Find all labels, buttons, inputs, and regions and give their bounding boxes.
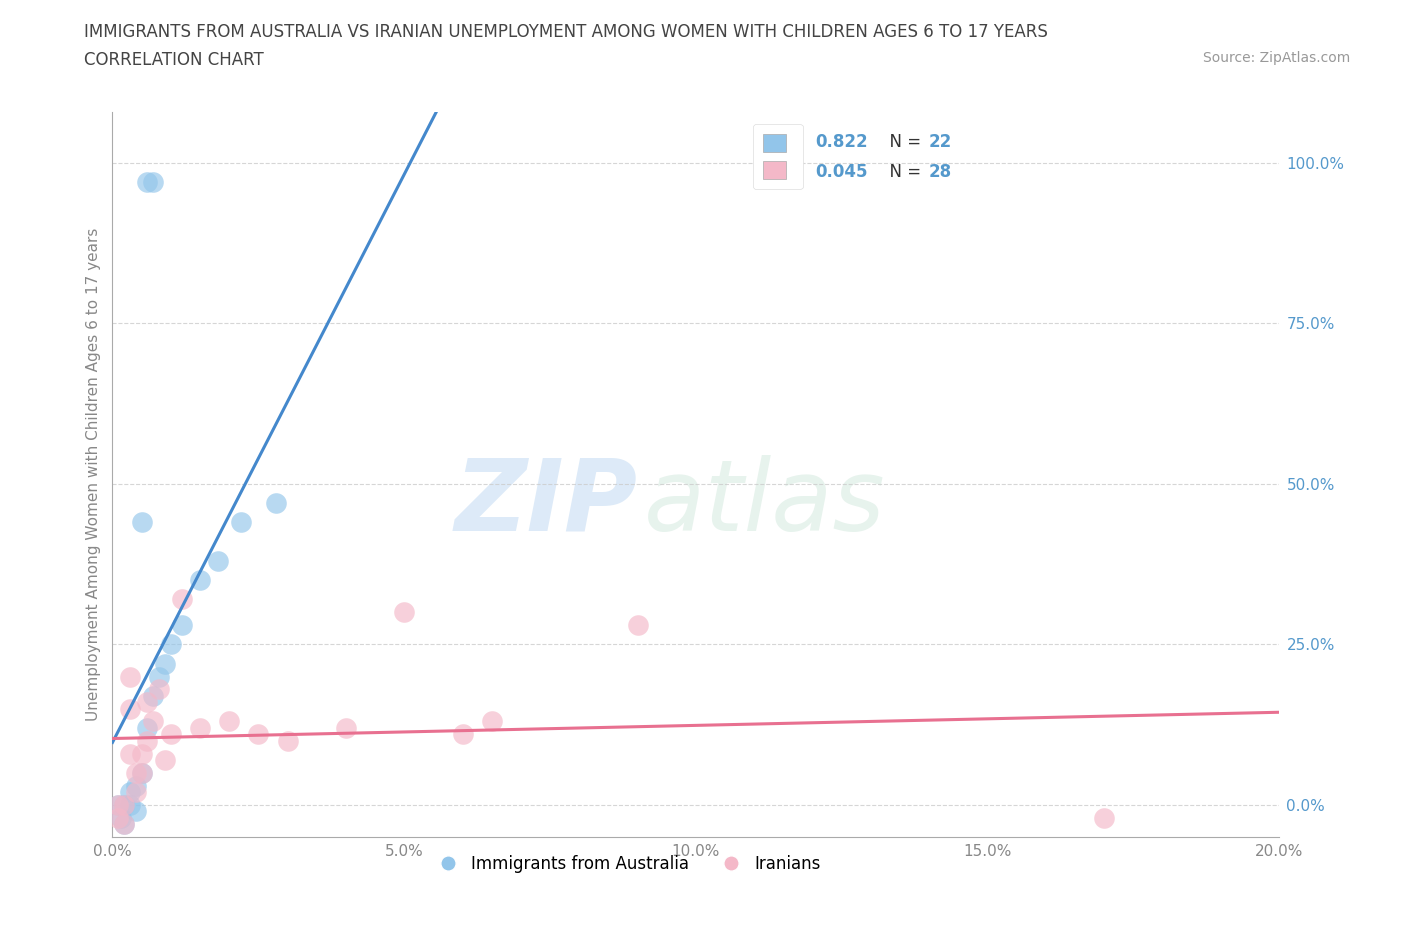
Point xyxy=(112,797,135,812)
Point xyxy=(131,765,153,780)
Point xyxy=(153,657,176,671)
Point xyxy=(136,175,159,190)
Text: N =: N = xyxy=(879,163,927,180)
Point xyxy=(125,778,148,793)
Point xyxy=(131,765,153,780)
Point xyxy=(136,695,159,710)
Point xyxy=(118,669,141,684)
Point xyxy=(131,746,153,761)
Point xyxy=(142,688,165,703)
Point xyxy=(207,553,229,568)
Text: 0.822: 0.822 xyxy=(815,133,868,152)
Point xyxy=(125,785,148,800)
Point xyxy=(229,515,252,530)
Point xyxy=(451,727,474,742)
Point xyxy=(172,618,194,632)
Point xyxy=(110,810,132,825)
Point xyxy=(136,733,159,748)
Point xyxy=(394,604,416,619)
Point xyxy=(335,721,357,736)
Text: CORRELATION CHART: CORRELATION CHART xyxy=(84,51,264,69)
Point xyxy=(125,804,148,818)
Point xyxy=(107,810,129,825)
Point xyxy=(247,727,270,742)
Text: R =: R = xyxy=(772,133,807,152)
Point xyxy=(118,701,141,716)
Y-axis label: Unemployment Among Women with Children Ages 6 to 17 years: Unemployment Among Women with Children A… xyxy=(86,228,101,721)
Text: R =: R = xyxy=(772,163,807,180)
Legend: Immigrants from Australia, Iranians: Immigrants from Australia, Iranians xyxy=(425,848,827,880)
Text: Source: ZipAtlas.com: Source: ZipAtlas.com xyxy=(1202,51,1350,65)
Point xyxy=(172,592,194,607)
Point xyxy=(264,496,287,511)
Text: 22: 22 xyxy=(929,133,952,152)
Point xyxy=(107,797,129,812)
Text: ZIP: ZIP xyxy=(454,455,638,551)
Point xyxy=(148,682,170,697)
Point xyxy=(118,746,141,761)
Point xyxy=(160,727,183,742)
Point xyxy=(627,618,650,632)
Point xyxy=(112,817,135,831)
Point xyxy=(112,817,135,831)
Text: N =: N = xyxy=(879,133,927,152)
Text: 28: 28 xyxy=(929,163,952,180)
Point xyxy=(188,721,211,736)
Text: 0.045: 0.045 xyxy=(815,163,868,180)
Point xyxy=(118,785,141,800)
Point xyxy=(276,733,298,748)
Point xyxy=(188,573,211,588)
Point xyxy=(107,797,129,812)
Point xyxy=(125,765,148,780)
Point xyxy=(118,797,141,812)
Point xyxy=(131,515,153,530)
Point xyxy=(160,637,183,652)
Point xyxy=(112,797,135,812)
Point xyxy=(148,669,170,684)
Text: atlas: atlas xyxy=(644,455,886,551)
Point xyxy=(153,752,176,767)
Point xyxy=(218,714,240,729)
Point xyxy=(1094,810,1116,825)
Point xyxy=(142,714,165,729)
Text: IMMIGRANTS FROM AUSTRALIA VS IRANIAN UNEMPLOYMENT AMONG WOMEN WITH CHILDREN AGES: IMMIGRANTS FROM AUSTRALIA VS IRANIAN UNE… xyxy=(84,23,1049,41)
Point xyxy=(481,714,503,729)
Point xyxy=(142,175,165,190)
Point xyxy=(136,721,159,736)
